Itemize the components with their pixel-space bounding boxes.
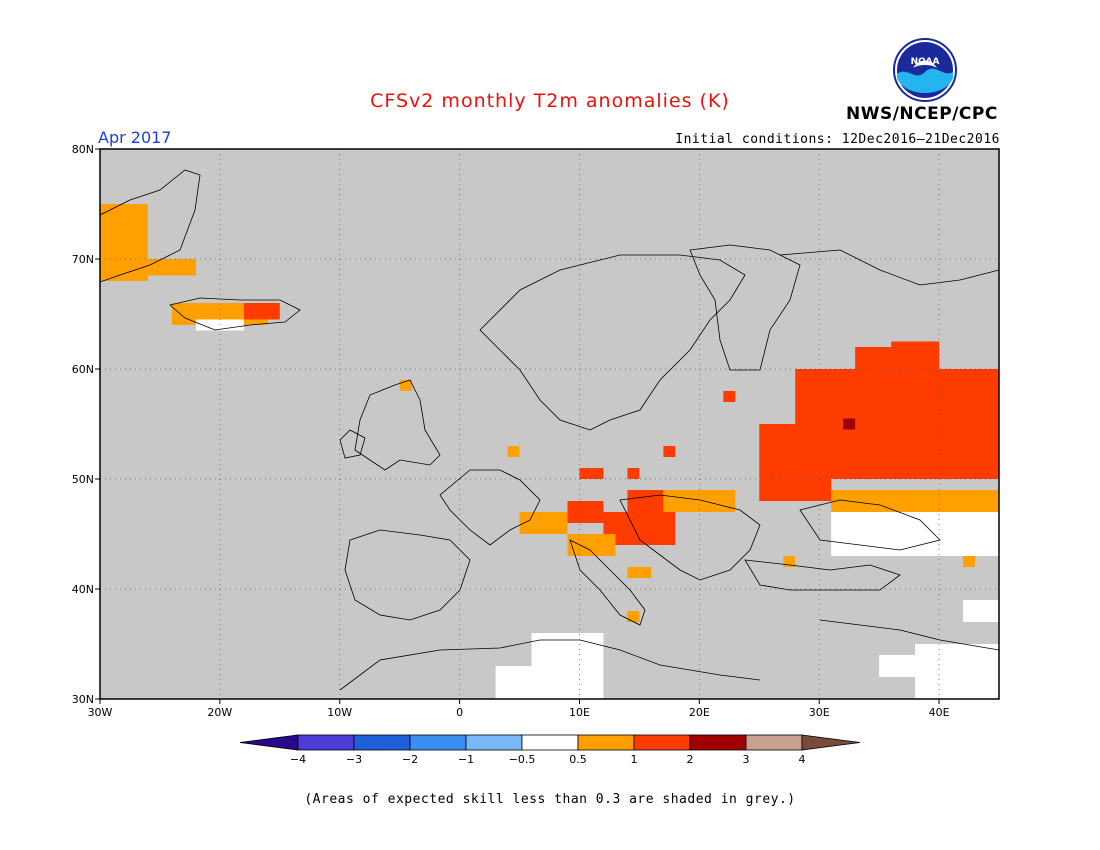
anomaly-region-7 <box>891 341 940 369</box>
legend-label-2: −2 <box>402 753 418 766</box>
anomaly-region-8 <box>759 424 832 501</box>
lat-tick-label-3: 60N <box>72 363 94 376</box>
anomaly-region-18 <box>627 567 652 578</box>
lon-tick-label-3: 0 <box>456 706 463 719</box>
lon-tick-label-1: 20W <box>207 706 232 719</box>
anomaly-region-20 <box>627 468 640 479</box>
legend-label-4: −0.5 <box>509 753 536 766</box>
coastline-12 <box>744 559 901 591</box>
legend-bin-10 <box>801 734 861 751</box>
map-plot-area: 30W 20W 10W 0 10E 20E 30E 40E 30N 40N 50N 60N 70N 80N <box>72 143 1000 719</box>
coastline-11 <box>799 499 941 551</box>
lat-tick-label-0: 30N <box>72 693 94 706</box>
legend-bin-5 <box>521 734 579 751</box>
legend-bin-7 <box>633 734 691 751</box>
anomaly-region-19 <box>579 468 604 479</box>
lon-tick-label-6: 30E <box>809 706 830 719</box>
coastline-10 <box>619 494 761 581</box>
initial-conditions: Initial conditions: 12Dec2016–21Dec2016 <box>675 132 1000 147</box>
anomaly-region-15 <box>663 490 736 512</box>
lon-tick-label-0: 30W <box>88 706 113 719</box>
coastline-3 <box>339 429 366 459</box>
legend-label-1: −3 <box>346 753 362 766</box>
coastline-14 <box>819 619 1000 651</box>
coastline-8 <box>344 529 471 621</box>
lat-tick-label-1: 40N <box>72 583 94 596</box>
legend-bin-0 <box>239 734 299 751</box>
anomaly-region-24 <box>399 380 412 391</box>
anomaly-region-16 <box>519 512 568 534</box>
coastline-4 <box>479 254 746 431</box>
lon-tick-label-7: 40E <box>929 706 950 719</box>
legend-bin-3 <box>409 734 467 751</box>
anomaly-region-30 <box>915 644 999 699</box>
anomaly-region-0 <box>100 204 148 281</box>
anomaly-region-17 <box>567 534 616 556</box>
anomaly-region-9 <box>831 490 999 512</box>
legend-label-6: 1 <box>631 753 638 766</box>
coastline-2 <box>354 379 441 471</box>
anomaly-region-29 <box>495 666 568 699</box>
anomaly-region-27 <box>963 556 976 567</box>
anomaly-region-32 <box>963 600 999 622</box>
legend-label-3: −1 <box>458 753 474 766</box>
coastline-7 <box>439 469 541 546</box>
anomaly-region-31 <box>879 655 916 677</box>
lat-tick-label-5: 80N <box>72 143 94 156</box>
lon-tick-label-5: 20E <box>689 706 710 719</box>
legend-label-0: −4 <box>290 753 306 766</box>
anomaly-region-12 <box>567 501 604 523</box>
coastline-9 <box>569 539 646 626</box>
page-title: CFSv2 monthly T2m anomalies (K) <box>370 90 730 112</box>
anomaly-region-1 <box>147 259 196 276</box>
coastline-5 <box>689 244 801 371</box>
coastline-6 <box>779 249 1000 286</box>
legend-bin-9 <box>745 734 803 751</box>
legend-bin-4 <box>465 734 523 751</box>
color-legend: −4 −3 −2 −1 −0.5 0.5 1 2 3 4 <box>239 734 861 766</box>
coastline-13 <box>339 639 761 691</box>
logo-text: NOAA <box>911 57 940 67</box>
anomaly-region-14 <box>627 490 664 512</box>
lat-tick-label-2: 50N <box>72 473 94 486</box>
legend-bin-6 <box>577 734 635 751</box>
anomaly-region-26 <box>783 556 796 567</box>
legend-label-7: 2 <box>687 753 694 766</box>
legend-label-8: 3 <box>743 753 750 766</box>
noaa-logo: NOAA <box>893 38 957 102</box>
agency-label: NWS/NCEP/CPC <box>846 104 998 124</box>
lat-tick-label-4: 70N <box>72 253 94 266</box>
forecast-month: Apr 2017 <box>98 128 172 147</box>
lon-tick-label-2: 10W <box>327 706 352 719</box>
lon-tick-label-4: 10E <box>569 706 590 719</box>
anomaly-region-3 <box>243 303 280 320</box>
legend-bin-8 <box>689 734 747 751</box>
map-frame <box>99 148 1000 700</box>
coastline-0 <box>99 169 201 283</box>
anomaly-region-10 <box>831 512 999 556</box>
footnote: (Areas of expected skill less than 0.3 a… <box>304 792 796 807</box>
anomaly-region-22 <box>723 391 736 402</box>
legend-label-5: 0.5 <box>569 753 587 766</box>
anomaly-region-11 <box>843 418 856 430</box>
anomaly-region-23 <box>507 446 520 457</box>
legend-bin-2 <box>353 734 411 751</box>
anomaly-region-21 <box>663 446 676 457</box>
legend-bin-1 <box>297 734 355 751</box>
anomaly-region-25 <box>627 611 640 622</box>
legend-label-9: 4 <box>799 753 806 766</box>
